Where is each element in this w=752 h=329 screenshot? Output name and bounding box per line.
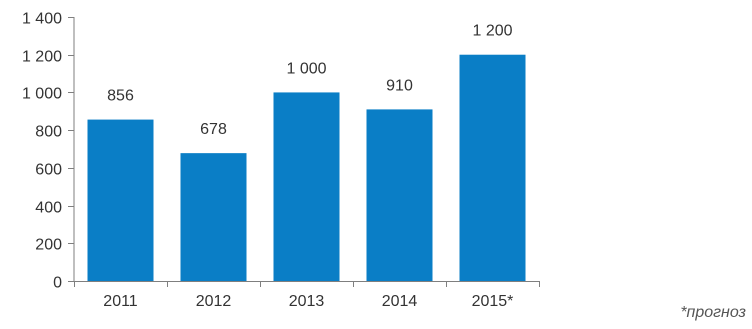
x-category-label: 2015* <box>472 293 514 310</box>
bar-2015 <box>459 54 526 281</box>
y-tick-label: 400 <box>35 200 62 217</box>
y-tick-label: 800 <box>35 124 62 141</box>
y-tick-label: 600 <box>35 162 62 179</box>
y-axis: 0 200 400 600 800 1 000 1 200 1 400 <box>22 11 75 292</box>
bars <box>87 54 526 282</box>
x-category-label: 2013 <box>289 293 325 310</box>
bar-2011 <box>87 119 154 281</box>
bar-2013 <box>273 92 340 281</box>
x-category-label: 2011 <box>103 293 138 310</box>
y-tick-label: 200 <box>35 237 62 254</box>
x-category-label: 2014 <box>382 293 418 310</box>
y-tick-label: 1 200 <box>22 49 62 66</box>
bar-value-label: 910 <box>386 77 413 94</box>
bar-value-label: 856 <box>107 88 134 105</box>
data-labels: 856 678 1 000 910 1 200 <box>107 23 512 138</box>
bar-value-label: 1 200 <box>472 23 512 40</box>
x-category-label: 2012 <box>196 293 232 310</box>
y-tick-label: 0 <box>53 275 62 292</box>
x-axis: 2011 2012 2013 2014 2015* <box>74 281 540 310</box>
bar-2012 <box>180 153 247 281</box>
y-tick-label: 1 400 <box>22 11 62 28</box>
y-tick-label: 1 000 <box>22 86 62 103</box>
bar-value-label: 678 <box>200 121 227 138</box>
bar-2014 <box>366 109 433 282</box>
bar-value-label: 1 000 <box>286 60 326 77</box>
forecast-footnote: *прогноз <box>680 304 746 321</box>
